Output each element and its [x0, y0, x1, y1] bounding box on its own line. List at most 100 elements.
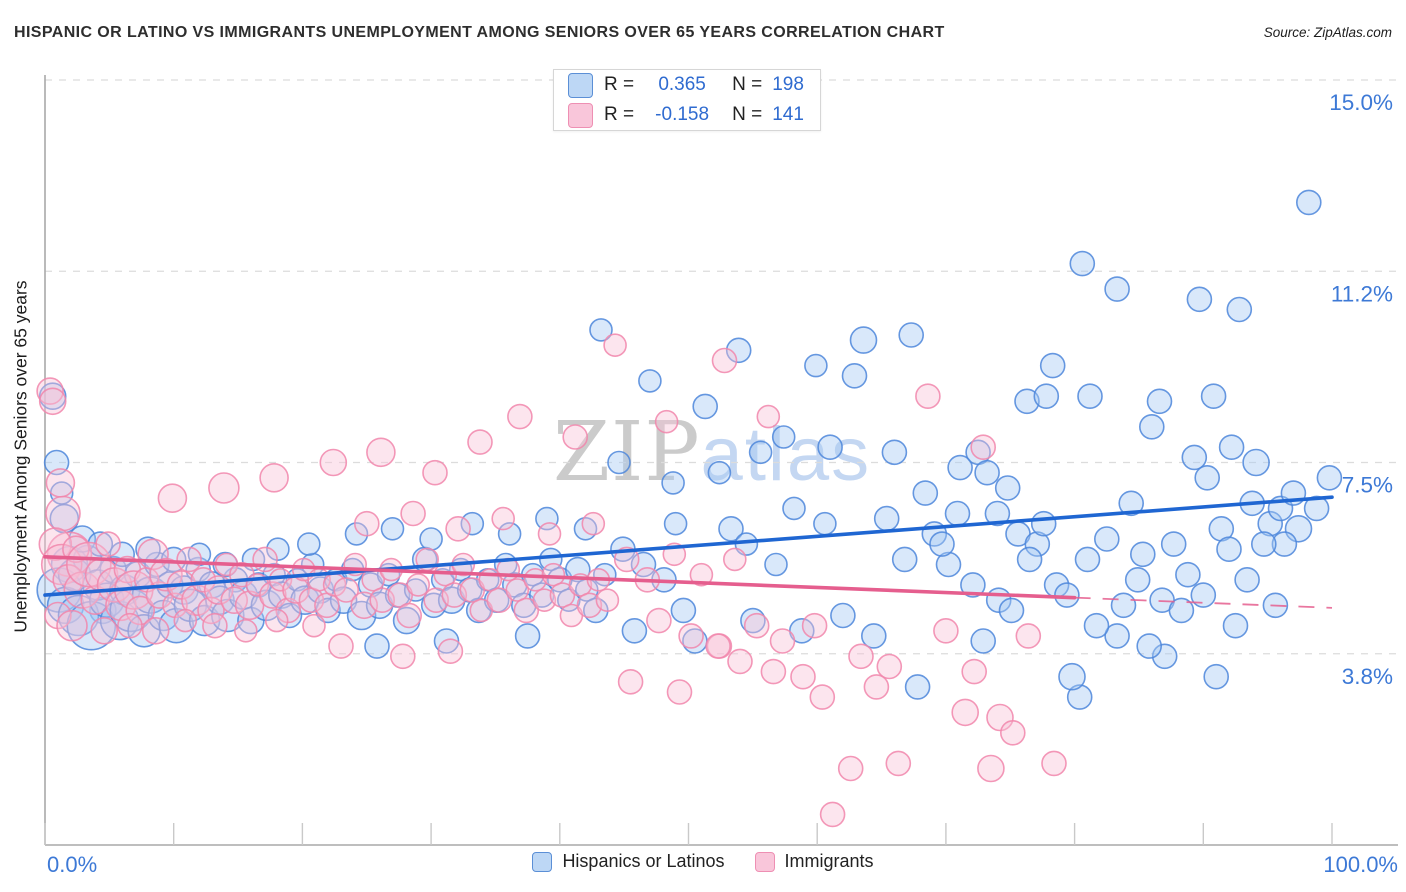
- data-point-hispanic[interactable]: [1175, 561, 1201, 588]
- data-point-hispanic[interactable]: [497, 522, 522, 546]
- data-point-hispanic[interactable]: [830, 602, 856, 629]
- data-point-hispanic[interactable]: [782, 496, 806, 521]
- data-point-hispanic[interactable]: [663, 511, 688, 536]
- data-point-immigrant[interactable]: [202, 612, 228, 639]
- data-point-hispanic[interactable]: [1104, 623, 1130, 649]
- data-point-hispanic[interactable]: [841, 362, 868, 389]
- data-point-immigrant[interactable]: [595, 588, 620, 613]
- data-point-hispanic[interactable]: [1124, 566, 1151, 593]
- data-point-hispanic[interactable]: [929, 531, 955, 557]
- data-point-hispanic[interactable]: [944, 500, 971, 527]
- data-point-immigrant[interactable]: [549, 582, 576, 608]
- data-point-hispanic[interactable]: [898, 322, 925, 348]
- data-point-hispanic[interactable]: [296, 532, 321, 556]
- data-point-hispanic[interactable]: [1316, 464, 1343, 491]
- data-point-immigrant[interactable]: [445, 515, 471, 542]
- data-point-hispanic[interactable]: [1181, 444, 1208, 471]
- data-point-immigrant[interactable]: [769, 628, 796, 654]
- data-point-hispanic[interactable]: [419, 527, 443, 551]
- data-point-hispanic[interactable]: [771, 425, 796, 449]
- data-point-hispanic[interactable]: [344, 522, 369, 546]
- data-point-hispanic[interactable]: [891, 546, 918, 573]
- data-point-hispanic[interactable]: [1118, 490, 1144, 517]
- data-point-immigrant[interactable]: [933, 617, 959, 644]
- data-point-hispanic[interactable]: [564, 556, 591, 583]
- data-point-immigrant[interactable]: [400, 500, 426, 527]
- data-point-hispanic[interactable]: [1203, 663, 1229, 690]
- data-point-immigrant[interactable]: [760, 658, 787, 685]
- data-point-hispanic[interactable]: [718, 515, 744, 542]
- data-point-immigrant[interactable]: [125, 595, 155, 626]
- data-point-hispanic[interactable]: [998, 597, 1025, 624]
- data-point-immigrant[interactable]: [45, 495, 81, 532]
- data-point-hispanic[interactable]: [1226, 296, 1253, 323]
- data-point-immigrant[interactable]: [876, 653, 903, 680]
- data-point-hispanic[interactable]: [849, 326, 878, 354]
- data-point-immigrant[interactable]: [149, 557, 183, 592]
- data-point-immigrant[interactable]: [486, 587, 513, 614]
- data-point-immigrant[interactable]: [678, 623, 704, 649]
- data-point-hispanic[interactable]: [1271, 531, 1298, 557]
- data-point-hispanic[interactable]: [984, 500, 1011, 527]
- data-point-hispanic[interactable]: [764, 552, 788, 577]
- data-point-hispanic[interactable]: [1251, 531, 1277, 557]
- data-point-immigrant[interactable]: [302, 613, 326, 638]
- data-point-hispanic[interactable]: [1296, 189, 1322, 216]
- data-point-immigrant[interactable]: [537, 522, 562, 546]
- data-point-hispanic[interactable]: [1218, 434, 1245, 461]
- data-point-hispanic[interactable]: [692, 393, 719, 420]
- data-point-hispanic[interactable]: [1030, 510, 1057, 537]
- data-point-hispanic[interactable]: [1168, 597, 1195, 624]
- data-point-immigrant[interactable]: [986, 703, 1014, 732]
- data-point-hispanic[interactable]: [1110, 592, 1137, 619]
- data-point-immigrant[interactable]: [36, 377, 64, 405]
- data-point-hispanic[interactable]: [1074, 546, 1101, 573]
- data-point-hispanic[interactable]: [670, 597, 697, 624]
- data-point-hispanic[interactable]: [813, 511, 837, 536]
- data-point-immigrant[interactable]: [314, 592, 340, 619]
- data-point-hispanic[interactable]: [607, 450, 631, 475]
- data-point-hispanic[interactable]: [1222, 612, 1249, 639]
- data-point-immigrant[interactable]: [366, 437, 396, 468]
- legend-item-immigrants[interactable]: Immigrants: [754, 851, 874, 872]
- data-point-immigrant[interactable]: [613, 546, 640, 573]
- data-point-hispanic[interactable]: [1186, 286, 1213, 313]
- data-point-hispanic[interactable]: [266, 537, 290, 562]
- data-point-immigrant[interactable]: [848, 643, 874, 670]
- data-point-hispanic[interactable]: [873, 505, 900, 532]
- data-point-immigrant[interactable]: [95, 531, 121, 557]
- data-point-immigrant[interactable]: [562, 424, 589, 450]
- data-point-immigrant[interactable]: [977, 754, 1005, 783]
- data-point-immigrant[interactable]: [705, 633, 731, 659]
- data-point-immigrant[interactable]: [666, 679, 693, 705]
- data-point-immigrant[interactable]: [406, 573, 431, 597]
- data-point-immigrant[interactable]: [38, 387, 67, 416]
- data-point-immigrant[interactable]: [252, 546, 278, 573]
- data-point-hispanic[interactable]: [1104, 276, 1130, 302]
- data-point-hispanic[interactable]: [1033, 383, 1060, 410]
- data-point-hispanic[interactable]: [904, 674, 931, 700]
- data-point-immigrant[interactable]: [319, 448, 348, 477]
- data-point-immigrant[interactable]: [505, 578, 530, 602]
- data-point-immigrant[interactable]: [646, 607, 672, 634]
- data-point-hispanic[interactable]: [1083, 612, 1110, 639]
- data-point-immigrant[interactable]: [234, 618, 258, 643]
- data-point-immigrant[interactable]: [328, 633, 354, 659]
- data-point-hispanic[interactable]: [1194, 464, 1220, 491]
- data-point-immigrant[interactable]: [513, 597, 540, 624]
- data-point-immigrant[interactable]: [801, 612, 828, 639]
- data-point-hispanic[interactable]: [881, 439, 908, 466]
- data-point-immigrant[interactable]: [743, 612, 770, 639]
- data-point-hispanic[interactable]: [1200, 383, 1227, 410]
- data-point-hispanic[interactable]: [860, 623, 887, 649]
- data-point-hispanic[interactable]: [1077, 383, 1103, 410]
- data-point-immigrant[interactable]: [259, 462, 289, 493]
- data-point-immigrant[interactable]: [809, 684, 836, 710]
- data-point-hispanic[interactable]: [725, 337, 752, 364]
- data-point-hispanic[interactable]: [1066, 684, 1093, 710]
- data-point-hispanic[interactable]: [1069, 250, 1096, 277]
- data-point-immigrant[interactable]: [190, 566, 217, 593]
- data-point-hispanic[interactable]: [1160, 531, 1187, 557]
- data-point-immigrant[interactable]: [711, 347, 738, 374]
- data-point-hispanic[interactable]: [1151, 643, 1178, 670]
